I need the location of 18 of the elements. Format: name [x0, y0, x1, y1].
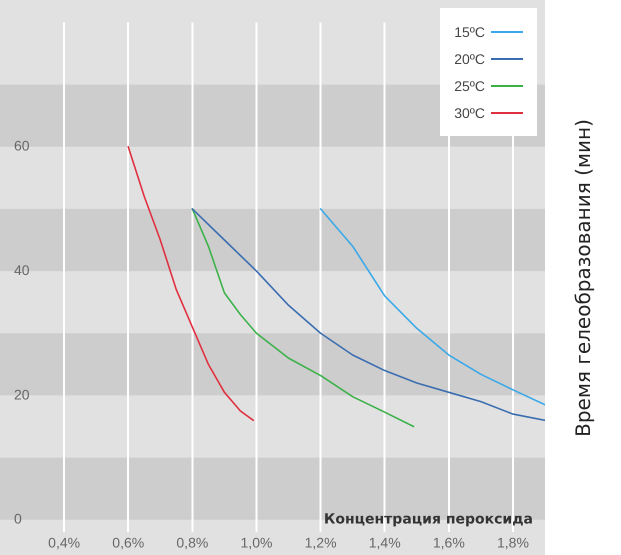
x-tick-label: 1,6% [432, 534, 465, 550]
legend-label: 25ºC [454, 78, 485, 94]
legend-label: 30ºC [454, 104, 485, 120]
legend-label: 20ºC [454, 50, 485, 66]
y-tick-label: 60 [14, 138, 30, 154]
x-tick-label: 1,4% [368, 534, 401, 550]
y-tick-label: 20 [14, 386, 30, 402]
x-tick-label: 0,6% [112, 534, 144, 550]
x-tick-label: 1,2% [304, 534, 337, 550]
y-tick-label: 40 [14, 262, 30, 278]
x-tick-label: 0,8% [176, 534, 208, 550]
x-tick-label: 1,8% [496, 534, 529, 550]
legend-label: 15ºC [454, 24, 485, 40]
x-axis-title: Концентрация пероксида [324, 511, 533, 528]
x-tick-label: 1,0% [240, 534, 272, 550]
y-axis-title: Время гелеобразования (мин) [571, 118, 595, 436]
x-tick-label: 0,4% [48, 534, 80, 550]
y-tick-label: 0 [14, 510, 22, 527]
